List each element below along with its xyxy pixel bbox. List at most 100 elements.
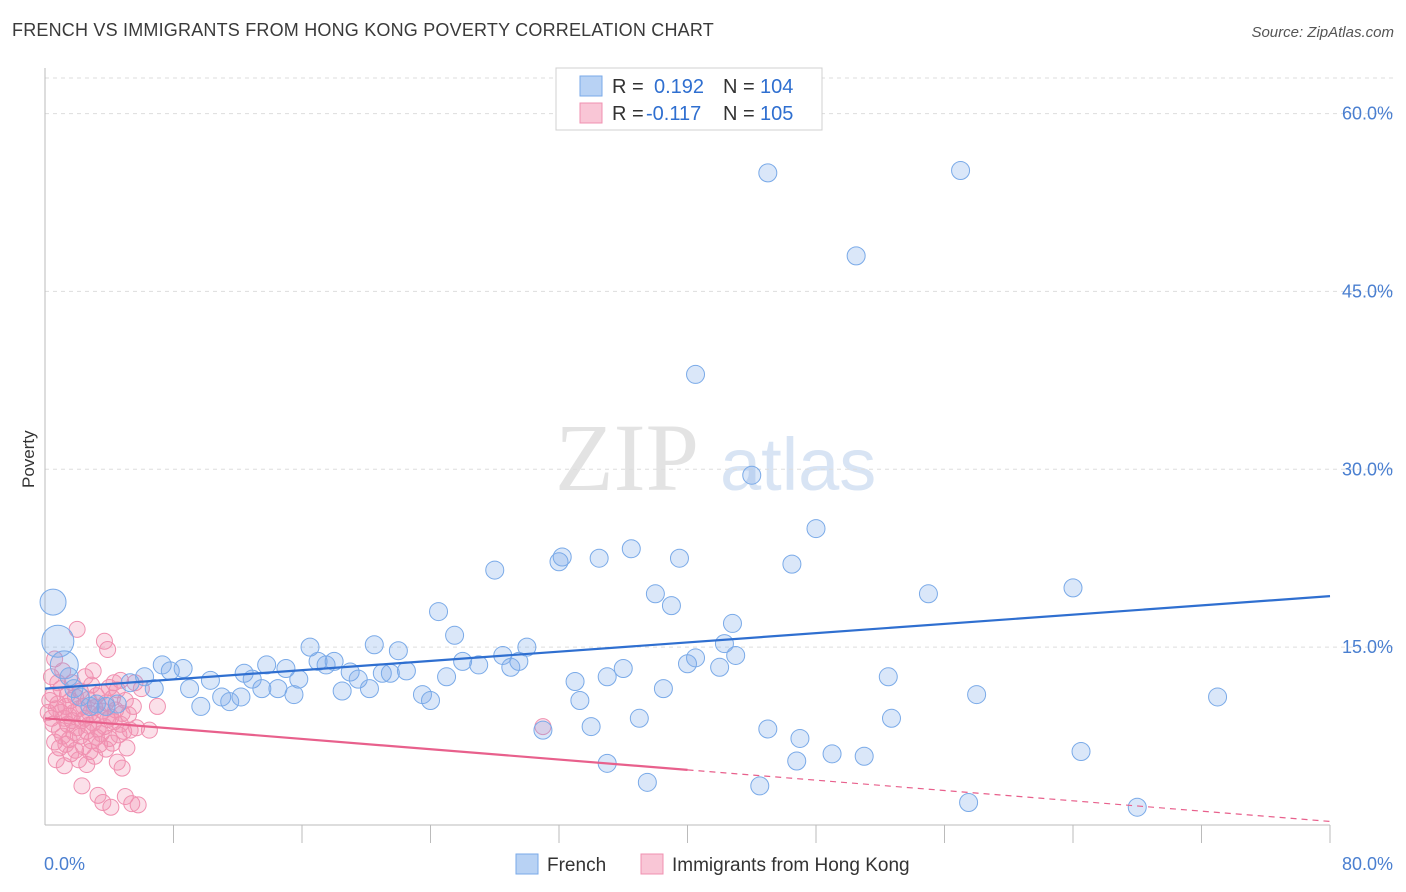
chart-title: FRENCH VS IMMIGRANTS FROM HONG KONG POVE… (12, 20, 714, 40)
french-point (806, 519, 826, 539)
french-point (332, 681, 352, 701)
french-point (437, 667, 457, 687)
french-point (509, 651, 529, 671)
french-point (1127, 797, 1147, 817)
hongkong-point (128, 719, 146, 737)
french-point (1063, 578, 1083, 598)
hongkong-points (39, 620, 552, 816)
hongkong-legend-label: Immigrants from Hong Kong (672, 855, 910, 876)
french-point (621, 539, 641, 559)
french-point (758, 163, 778, 183)
french-point (445, 625, 465, 645)
french-point (429, 602, 449, 622)
french-point (918, 584, 938, 604)
axes (44, 68, 1331, 843)
french-r-label: R = (612, 76, 644, 98)
french-point (787, 751, 807, 771)
french-point (613, 658, 633, 678)
french-trend-line (44, 595, 1331, 690)
french-point (300, 637, 320, 657)
hongkong-point (97, 740, 115, 758)
hongkong-point (73, 777, 91, 795)
french-point (878, 667, 898, 687)
french-point (565, 672, 585, 692)
french-point (637, 772, 657, 792)
french-point (758, 719, 778, 739)
hongkong-point (102, 798, 120, 816)
french-point (453, 651, 473, 671)
trend-lines (44, 595, 1331, 823)
hongkong-point (124, 697, 142, 715)
french-point (268, 679, 288, 699)
french-n-value: 104 (760, 76, 793, 98)
french-point (469, 655, 489, 675)
hongkong-bottom-swatch (640, 853, 664, 875)
hongkong-point (100, 729, 118, 747)
hongkong-r-value: -0.117 (646, 103, 701, 125)
french-point (533, 720, 553, 740)
hongkong-point (57, 735, 75, 753)
french-point (364, 635, 384, 655)
french-point (324, 651, 344, 671)
french-point (517, 637, 537, 657)
watermark-zip: ZIP (555, 404, 699, 511)
french-point (252, 679, 272, 699)
french-point (359, 679, 379, 699)
french-point (570, 691, 590, 710)
french-point (388, 641, 408, 661)
grid-lines (45, 77, 1395, 648)
french-point (191, 696, 211, 716)
hongkong-point (118, 739, 136, 757)
french-point (144, 679, 164, 699)
y-tick-label: 45.0% (1342, 281, 1393, 301)
french-point (686, 364, 706, 384)
french-point (782, 554, 802, 574)
source-credit: Source: ZipAtlas.com (1251, 24, 1394, 41)
french-point (686, 648, 706, 668)
french-point (231, 687, 251, 707)
hongkong-point (123, 795, 141, 813)
y-axis-label: Poverty (19, 430, 38, 488)
x-tick-label: 0.0% (44, 854, 85, 874)
french-point (257, 655, 277, 675)
hongkong-point (94, 793, 112, 811)
french-point (485, 560, 505, 580)
french-legend-label: French (547, 855, 606, 876)
hongkong-point (116, 788, 134, 806)
french-point (710, 657, 730, 677)
french-point (750, 776, 770, 796)
french-point (854, 746, 874, 766)
french-point (822, 744, 842, 764)
hongkong-n-value: 105 (760, 103, 793, 125)
french-point (396, 661, 416, 681)
y-tick-label: 15.0% (1342, 637, 1393, 657)
french-point (380, 663, 400, 683)
french-point (726, 645, 746, 665)
french-point (284, 685, 304, 705)
french-point (552, 547, 572, 567)
french-point (70, 687, 90, 707)
hongkong-n-label: N = (723, 103, 755, 125)
y-tick-label: 30.0% (1342, 459, 1393, 479)
french-point (967, 685, 987, 705)
tick-labels: 15.0% 30.0% 45.0% 60.0% 0.0% 80.0% (44, 104, 1393, 874)
french-point (589, 548, 609, 568)
hongkong-point (115, 722, 133, 740)
hongkong-trend-extension (687, 769, 1331, 823)
french-point (39, 588, 67, 616)
watermark-atlas: atlas (720, 423, 876, 506)
french-point (722, 613, 742, 633)
hongkong-point (113, 759, 131, 777)
french-point (421, 691, 440, 710)
hongkong-point (148, 697, 166, 715)
french-point (959, 792, 979, 812)
french-point (742, 465, 762, 485)
french-point (846, 246, 866, 266)
french-bottom-swatch (515, 853, 539, 875)
hongkong-legend-swatch (579, 102, 603, 124)
series-legend: French Immigrants from Hong Kong (515, 853, 910, 876)
french-point (59, 667, 79, 687)
french-r-value: 0.192 (654, 76, 704, 98)
french-point (276, 658, 296, 678)
